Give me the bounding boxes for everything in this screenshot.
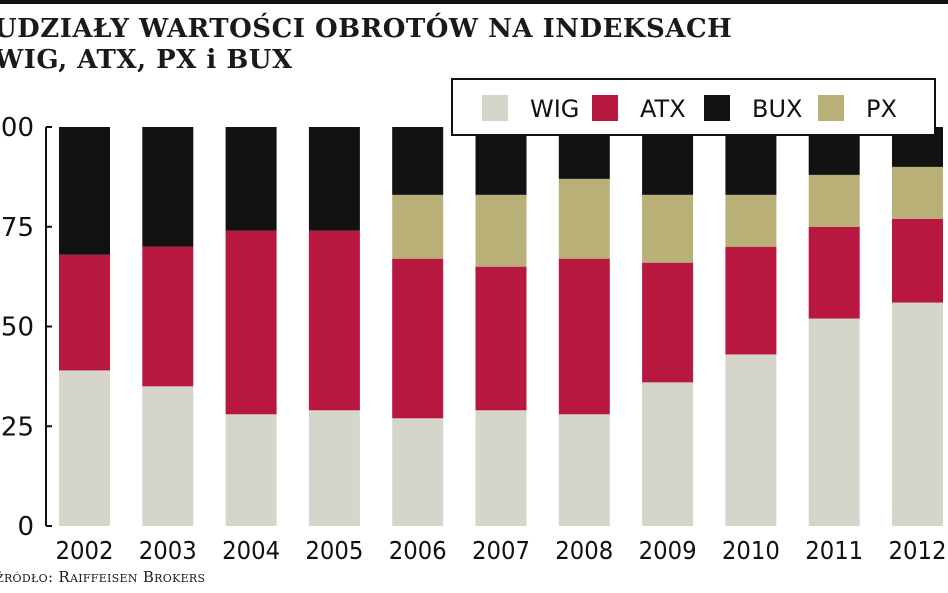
- bar-px-2010: [725, 194, 777, 247]
- bar-atx-2002: [59, 254, 110, 371]
- bar-bux-2002: [59, 127, 110, 255]
- x-tick-label-2009: 2009: [639, 536, 697, 565]
- title-line-2: WIG, ATX, PX i BUX: [0, 45, 293, 75]
- y-tick-label-100: 100: [0, 113, 34, 143]
- bar-wig-2003: [142, 386, 194, 526]
- x-tick-label-2011: 2011: [805, 536, 863, 565]
- x-tick-label-2002: 2002: [56, 536, 114, 565]
- title-line-1: UDZIAŁY WARTOŚCI OBROTÓW NA INDEKSACH: [0, 14, 733, 44]
- bar-atx-2004: [225, 230, 277, 415]
- bar-wig-2011: [808, 318, 860, 526]
- bar-wig-2002: [59, 370, 110, 526]
- bar-bux-2004: [225, 127, 277, 231]
- bar-wig-2004: [225, 414, 277, 526]
- top-rule: [0, 0, 948, 4]
- x-tick-label-2004: 2004: [222, 536, 280, 565]
- bar-bux-2005: [308, 127, 360, 231]
- legend-label-atx: ATX: [640, 95, 686, 123]
- bar-px-2008: [558, 178, 610, 259]
- bar-px-2007: [475, 194, 527, 267]
- x-tick-label-2007: 2007: [472, 536, 530, 565]
- x-tick-label-2008: 2008: [555, 536, 613, 565]
- bar-atx-2012: [892, 218, 943, 303]
- bar-wig-2006: [392, 418, 444, 526]
- bar-atx-2009: [642, 262, 694, 383]
- bar-atx-2011: [808, 226, 860, 319]
- source-note: źródło: Raiffeisen Brokers: [0, 568, 206, 586]
- y-tick-label-75: 75: [1, 213, 34, 243]
- bar-wig-2008: [558, 414, 610, 526]
- bar-atx-2006: [392, 258, 444, 419]
- y-tick-label-0: 0: [17, 512, 34, 542]
- legend-swatch-px: [818, 95, 844, 121]
- bars-layer: [59, 127, 943, 526]
- bar-px-2012: [892, 166, 943, 219]
- x-tick-label-2005: 2005: [305, 536, 363, 565]
- bar-wig-2007: [475, 410, 527, 526]
- legend-label-px: PX: [866, 95, 897, 123]
- bar-bux-2009: [642, 127, 694, 195]
- x-tick-label-2012: 2012: [889, 536, 947, 565]
- bar-bux-2003: [142, 127, 194, 247]
- bar-bux-2007: [475, 127, 527, 195]
- bar-atx-2005: [308, 230, 360, 411]
- y-tick-label-50: 50: [1, 313, 34, 343]
- bar-atx-2003: [142, 246, 194, 387]
- y-axis: 0 25 50 75 100: [0, 113, 52, 542]
- bar-atx-2007: [475, 266, 527, 411]
- legend-box: [451, 78, 936, 136]
- bar-atx-2008: [558, 258, 610, 415]
- bar-wig-2010: [725, 354, 777, 526]
- chart-title: UDZIAŁY WARTOŚCI OBROTÓW NA INDEKSACH WI…: [0, 14, 732, 76]
- x-tick-label-2003: 2003: [139, 536, 197, 565]
- bar-bux-2010: [725, 127, 777, 195]
- legend-label-wig: WIG: [530, 95, 579, 123]
- legend: WIG ATX BUX PX: [451, 78, 936, 136]
- bar-wig-2005: [308, 410, 360, 526]
- x-axis-labels: 2002 2003 2004 2005 2006 2007 2008 2009 2010 2011…: [56, 536, 947, 565]
- legend-swatch-wig: [482, 95, 508, 121]
- legend-swatch-atx: [592, 95, 618, 121]
- bar-wig-2012: [892, 302, 943, 526]
- bar-px-2006: [392, 194, 444, 259]
- bar-atx-2010: [725, 246, 777, 355]
- legend-swatch-bux: [704, 95, 730, 121]
- bar-px-2009: [642, 194, 694, 263]
- y-tick-label-25: 25: [1, 412, 34, 442]
- bar-px-2011: [808, 174, 860, 227]
- legend-label-bux: BUX: [752, 95, 802, 123]
- bar-bux-2006: [392, 127, 444, 195]
- bar-wig-2009: [642, 382, 694, 526]
- x-tick-label-2010: 2010: [722, 536, 780, 565]
- x-tick-label-2006: 2006: [389, 536, 447, 565]
